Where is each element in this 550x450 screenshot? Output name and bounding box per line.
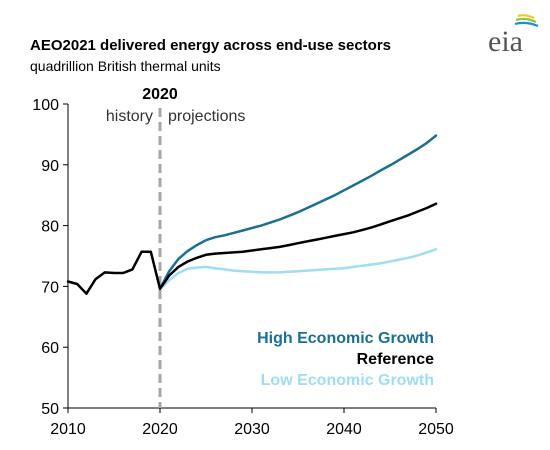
series-line-high-economic-growth xyxy=(158,134,438,291)
y-tick-label: 90 xyxy=(41,158,59,175)
projections-label: projections xyxy=(168,108,245,125)
x-tick-label: 2010 xyxy=(50,421,86,438)
divider-year-label: 2020 xyxy=(142,86,178,103)
x-tick-label: 2030 xyxy=(234,421,270,438)
x-tick-label: 2050 xyxy=(418,421,454,438)
history-projection-divider-group: 2020 history projections xyxy=(106,86,245,408)
chart-axes: 50 60 70 80 90 100 2010 2020 2030 2040 2050 xyxy=(32,97,454,438)
logo-wordmark: eia xyxy=(488,25,523,56)
legend-low-economic-growth: Low Economic Growth xyxy=(261,372,434,389)
eia-logo: eia xyxy=(488,14,539,56)
series-line-low-economic-growth xyxy=(158,248,438,291)
logo-arcs xyxy=(514,14,539,28)
y-tick-label: 50 xyxy=(41,401,59,418)
legend-reference: Reference xyxy=(357,351,434,368)
legend-high-economic-growth: High Economic Growth xyxy=(257,330,434,347)
x-tick-label: 2040 xyxy=(326,421,362,438)
chart-subtitle: quadrillion British thermal units xyxy=(30,58,221,74)
history-label: history xyxy=(106,108,153,125)
legend: High Economic Growth Reference Low Econo… xyxy=(257,330,434,389)
x-tick-label: 2020 xyxy=(142,421,178,438)
y-tick-label: 80 xyxy=(41,219,59,236)
y-tick-label: 100 xyxy=(32,97,59,114)
series-line-reference xyxy=(66,202,438,295)
y-tick-label: 70 xyxy=(41,279,59,296)
chart-title: AEO2021 delivered energy across end-use … xyxy=(30,37,392,54)
y-tick-label: 60 xyxy=(41,340,59,357)
series-layer xyxy=(66,134,438,295)
